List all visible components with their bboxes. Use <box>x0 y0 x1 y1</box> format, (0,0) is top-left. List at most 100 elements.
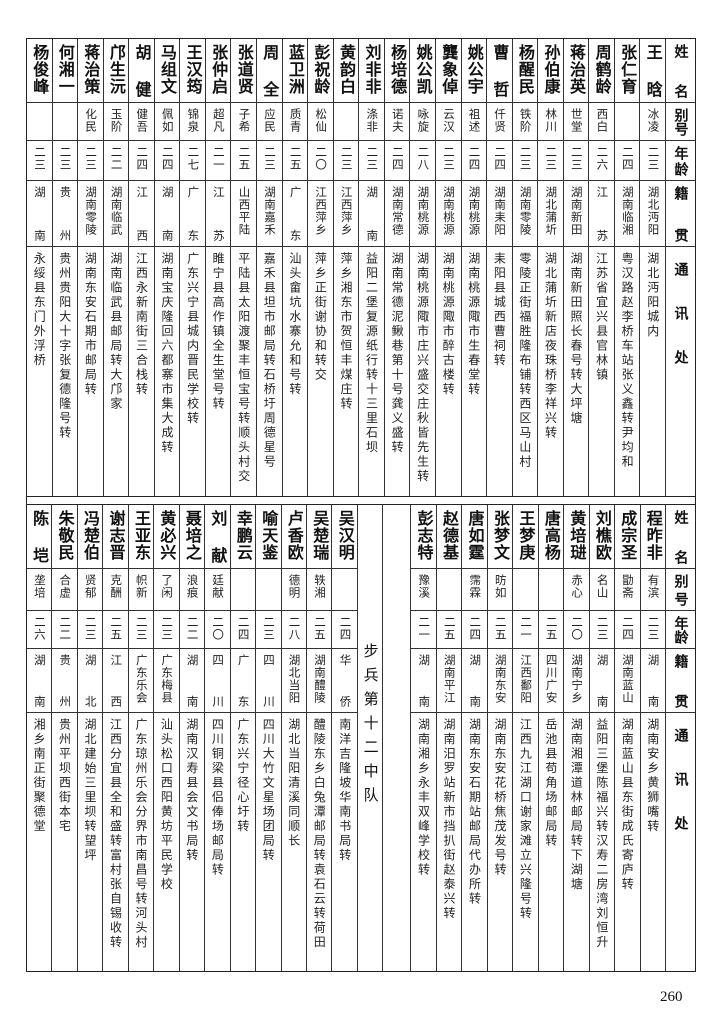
person-native: 江西萍乡 <box>314 186 329 236</box>
person-name-cell: 喻天鉴 <box>256 505 281 569</box>
person-native: 湖南 <box>185 654 200 708</box>
person-alias-cell: 赤心 <box>564 569 589 611</box>
person-address-cell: 永绥县东门外浮桥 <box>27 247 52 496</box>
person-name: 吴汉明 <box>335 510 355 561</box>
person-name-cell: 孙伯康 <box>538 39 563 103</box>
person-native-cell: 江西 <box>103 649 128 713</box>
person-address-cell: 湖北蒲圻新店夜珠桥李祥兴转 <box>538 247 563 496</box>
person-alias-cell: 林川 <box>538 103 563 141</box>
header-age: 年龄 <box>672 146 689 176</box>
person-native-cell: 湖南临武 <box>103 181 129 247</box>
person-address-cell: 萍乡正街谢协和转交 <box>308 247 333 496</box>
person-age: 二七 <box>186 146 201 171</box>
person-row: 刘献 廷献 二〇 四川 四川铜梁县侣俸场邮局转 <box>204 505 230 971</box>
person-native: 江苏 <box>595 186 610 242</box>
person-age-cell: 二五 <box>487 611 513 649</box>
person-row: 朱敬民 合虚 二二 贵州 贵州平坝西街本宅 <box>51 505 77 971</box>
person-name: 孙伯康 <box>541 44 561 95</box>
person-row: 蒋治策 化民 二三 湖南零陵 湖南东安石期市邮局转 <box>77 39 103 496</box>
person-alias: 霈霖 <box>468 574 483 599</box>
person-address: 湖南宝庆隆回六都寨市集大成转 <box>160 252 175 455</box>
person-address-cell: 四川大竹文星场团局转 <box>256 713 280 971</box>
person-address: 嘉禾县坦市邮局转石桥圩周德星号 <box>262 252 277 470</box>
person-age-cell: 二三 <box>512 141 538 181</box>
person-alias-cell: 轶湘 <box>307 569 332 611</box>
person-address-cell: 湖南蓝山县东街成氏寄庐转 <box>615 713 639 971</box>
person-alias: 贤郁 <box>83 574 98 599</box>
person-age: 二三 <box>84 146 99 171</box>
person-row: 曹哲 仟贤 二四 湖南耒阳 耒阳县城西曹祠转 <box>486 39 512 496</box>
person-address-cell: 粤汉路赵李桥车站张义鑫转尹均和 <box>615 247 640 496</box>
person-name-cell: 卢香欧 <box>281 505 306 569</box>
person-address: 广东兴宁径心圩转 <box>235 718 250 834</box>
person-row: 谢志晋 克酬 二五 江西 江西分宜县全和盛转富村张自锡收转 <box>102 505 128 971</box>
person-row: 刘非非 涤非 二三 湖南 益阳二堡复源纸行转十三里石坝 <box>358 39 384 496</box>
person-address-cell: 耒阳县城西曹祠转 <box>487 247 512 496</box>
person-native: 湖南 <box>468 654 483 708</box>
person-alias-cell: 名山 <box>589 569 615 611</box>
person-row: 王晗 冰凌 二三 湖北沔阳 湖北沔阳城内 <box>639 39 665 496</box>
person-native: 湖南 <box>32 654 47 708</box>
person-alias: 咏旋 <box>416 108 431 133</box>
person-age: 二三 <box>58 146 73 171</box>
person-age: 二四 <box>160 146 175 171</box>
person-alias: 佩如 <box>160 108 175 133</box>
person-address-cell: 江西分宜县全和盛转富村张自锡收转 <box>103 713 127 971</box>
person-native: 湖北 <box>83 654 98 708</box>
person-native: 江西 <box>109 654 124 708</box>
person-row: 王汉筠 锦泉 二七 广东 广东兴宁县城内晋民学校转 <box>179 39 205 496</box>
person-age-cell: 二三 <box>359 141 384 181</box>
person-age-cell: 二四 <box>487 141 512 181</box>
person-alias: 仟贤 <box>493 108 508 133</box>
person-age-cell: 二四 <box>154 141 180 181</box>
person-age-cell: 二六 <box>589 141 614 181</box>
person-alias-cell: 子希 <box>231 103 256 141</box>
person-age-cell: 二三 <box>563 141 589 181</box>
person-address: 贵州贵阳大十字张复德隆号转 <box>57 252 72 441</box>
header-address: 通讯处 <box>672 728 689 860</box>
person-age: 二五 <box>442 616 457 641</box>
person-native-cell: 贵州 <box>52 181 78 247</box>
person-address-cell: 零陵正街福胜隆布铺转西区马山村 <box>513 247 538 496</box>
person-alias: 子希 <box>237 108 252 133</box>
person-alias: 冰凌 <box>646 108 661 133</box>
person-native-cell: 湖南平江 <box>436 649 462 713</box>
person-name: 吴楚瑞 <box>310 510 330 561</box>
person-age: 二四 <box>467 146 482 171</box>
person-name: 张道贤 <box>234 44 254 95</box>
person-native-cell: 四川 <box>256 649 281 713</box>
person-age-cell: 二三 <box>435 141 461 181</box>
person-native-cell: 湖南 <box>179 649 205 713</box>
person-name-cell: 何湘一 <box>52 39 78 103</box>
person-native-cell: 江苏 <box>589 181 614 247</box>
person-name: 黄韵白 <box>336 44 356 95</box>
person-address-cell: 江西九江湖口谢家滩立兴隆号转 <box>513 713 537 971</box>
person-row: 陈垲 垄培 二六 湖南 湘乡南正街聚德堂 <box>26 505 52 971</box>
roster-table-bottom: 姓名 别号 年龄 籍贯 通讯处 程昨非 有滨 二三 湖南 湖南安乡黄狮嘴转 成宗圣 勖斋 二四 湖南蓝山湖… <box>26 504 696 972</box>
person-alias-cell: 世堂 <box>563 103 589 141</box>
header-native: 籍贯 <box>672 654 689 708</box>
person-native: 湖南耒阳 <box>493 186 508 236</box>
person-address: 汕头松口西阳黄坊平民学校 <box>159 718 174 892</box>
person-native-cell: 江西 <box>129 181 154 247</box>
person-native-cell: 湖南 <box>411 649 436 713</box>
person-alias: 合虚 <box>58 574 73 599</box>
header-column: 姓名 别号 年龄 籍贯 通讯处 <box>665 505 695 971</box>
person-alias-cell: 了闲 <box>154 569 179 611</box>
person-native-cell: 江西萍乡 <box>333 181 359 247</box>
person-address-cell: 湖南汨罗站新市挡扒街赵泰兴转 <box>437 713 461 971</box>
person-age-cell: 二五 <box>231 141 256 181</box>
person-address: 耒阳县城西曹祠转 <box>492 252 507 368</box>
person-alias: 化民 <box>84 108 99 133</box>
person-name-cell: 唐高杨 <box>538 505 564 569</box>
person-alias: 应民 <box>263 108 278 133</box>
person-name: 蓝卫洲 <box>285 44 305 95</box>
person-address-cell: 贵州平坝西街本宅 <box>52 713 76 971</box>
person-alias-cell: 诺夫 <box>384 103 410 141</box>
person-native: 江苏 <box>211 186 226 242</box>
person-native: 四川 <box>262 654 277 708</box>
person-alias-cell <box>513 569 538 611</box>
person-age-cell: 二三 <box>257 141 282 181</box>
person-name: 何湘一 <box>55 44 75 95</box>
person-native: 湖南桃源 <box>467 186 482 236</box>
